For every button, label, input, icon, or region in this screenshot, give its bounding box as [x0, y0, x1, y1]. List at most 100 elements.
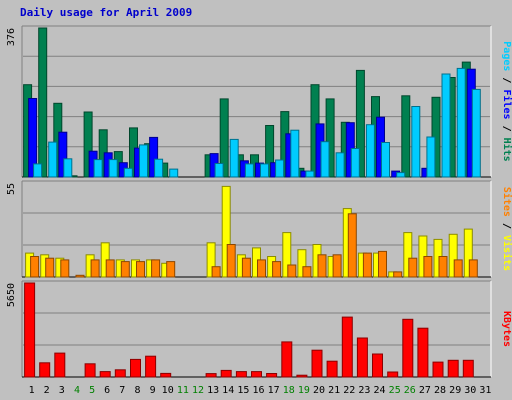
- bar-pages-day-8: [139, 144, 148, 178]
- bar-hits-day-5: [83, 111, 93, 178]
- bar-hits-day-21: [325, 98, 335, 178]
- bar-sites-day-20: [317, 254, 327, 278]
- bar-pages-day-15: [244, 163, 254, 178]
- bar-kbytes-day-26: [402, 318, 414, 378]
- bar-kbytes-day-25: [387, 371, 399, 378]
- x-tick-label: 20: [313, 385, 325, 396]
- bar-kbytes-day-29: [447, 359, 459, 378]
- bar-kbytes-day-5: [84, 363, 96, 378]
- bar-sites-day-7: [120, 261, 130, 278]
- bar-sites-day-27: [423, 256, 433, 278]
- x-tick-label: 1: [29, 385, 35, 396]
- x-tick-label: 25: [389, 385, 401, 396]
- bar-kbytes-day-3: [54, 352, 66, 378]
- x-tick-label: 8: [134, 385, 140, 396]
- bar-sites-day-24: [378, 250, 387, 278]
- bar-kbytes-day-6: [99, 371, 111, 378]
- bar-sites-day-10: [166, 261, 176, 278]
- bar-pages-day-19: [305, 170, 315, 178]
- bar-hits-day-26: [401, 95, 411, 178]
- x-tick-label: 17: [268, 385, 280, 396]
- bar-pages-day-9: [154, 158, 164, 178]
- x-tick-label: 16: [252, 385, 264, 396]
- bar-pages-day-20: [320, 141, 330, 178]
- bar-visits-day-14: [221, 185, 231, 278]
- bar-pages-day-3: [63, 158, 73, 178]
- bar-sites-day-18: [287, 264, 297, 278]
- bar-pages-day-18: [290, 129, 300, 178]
- x-tick-label: 5: [89, 385, 95, 396]
- panel-kbytes: 5650 KBytes: [6, 280, 512, 378]
- bar-pages-day-29: [456, 67, 466, 178]
- bar-sites-day-15: [241, 257, 251, 278]
- bar-pages-day-17: [275, 159, 285, 178]
- bar-sites-day-2: [45, 257, 55, 278]
- x-tick-label: 19: [298, 385, 310, 396]
- bar-kbytes-day-17: [266, 373, 278, 378]
- x-tick-label: 31: [479, 385, 491, 396]
- panel-hits-files-pages: 376 Pages / Files / Hits: [6, 25, 512, 178]
- bar-visits-day-18: [282, 232, 292, 278]
- bar-kbytes-day-9: [145, 355, 157, 378]
- bar-pages-day-5: [93, 159, 103, 178]
- bar-kbytes-day-30: [462, 359, 474, 378]
- side-label-kbytes: KBytes: [501, 311, 512, 347]
- y-max-label: 55: [6, 183, 17, 195]
- bar-sites-day-13: [211, 266, 221, 278]
- bar-sites-day-29: [453, 259, 463, 278]
- bar-pages-day-6: [108, 159, 118, 178]
- bar-kbytes-day-20: [311, 349, 323, 378]
- bar-pages-day-13: [214, 163, 224, 178]
- bar-pages-day-24: [381, 142, 390, 178]
- bar-kbytes-day-16: [251, 371, 262, 378]
- side-label-hits-files-pages: Pages / Files / Hits: [501, 41, 512, 161]
- x-tick-label: 14: [222, 385, 234, 396]
- bar-visits-day-13: [206, 242, 216, 278]
- x-tick-label: 29: [449, 385, 461, 396]
- bar-visits-day-26: [403, 232, 413, 278]
- y-max-label: 376: [6, 28, 17, 46]
- x-tick-label: 23: [358, 385, 370, 396]
- bar-kbytes-day-22: [341, 316, 353, 378]
- bar-sites-day-28: [438, 256, 448, 278]
- bar-sites-day-3: [60, 259, 70, 278]
- bar-kbytes-day-21: [326, 360, 338, 378]
- bar-visits-day-30: [463, 228, 473, 278]
- x-tick-label: 30: [464, 385, 476, 396]
- bar-pages-day-14: [229, 138, 239, 178]
- bar-sites-day-22: [347, 213, 357, 278]
- bar-sites-day-30: [468, 259, 478, 278]
- bar-kbytes-day-18: [281, 341, 293, 378]
- bar-pages-day-22: [350, 148, 360, 178]
- bar-files-day-3: [58, 131, 68, 178]
- bar-sites-day-14: [226, 244, 236, 278]
- bar-sites-day-23: [362, 252, 372, 278]
- x-tick-label: 24: [373, 385, 385, 396]
- x-tick-label: 15: [237, 385, 249, 396]
- bar-sites-day-8: [136, 261, 145, 278]
- bar-pages-day-21: [335, 152, 345, 178]
- bar-sites-day-25: [393, 271, 403, 278]
- bar-pages-day-30: [471, 88, 481, 178]
- bar-pages-day-23: [365, 124, 375, 178]
- x-tick-label: 6: [104, 385, 110, 396]
- bar-pages-day-16: [260, 163, 269, 178]
- bar-sites-day-6: [105, 259, 115, 278]
- bar-sites-day-5: [90, 259, 100, 278]
- bar-pages-day-10: [169, 168, 179, 178]
- bar-pages-day-1: [33, 163, 43, 178]
- bar-files-day-9: [149, 136, 159, 178]
- x-tick-label: 9: [150, 385, 156, 396]
- x-tick-label: 2: [44, 385, 50, 396]
- bar-hits-day-14: [219, 98, 229, 178]
- x-tick-label: 13: [207, 385, 219, 396]
- bar-kbytes-day-14: [220, 369, 232, 378]
- bar-kbytes-day-7: [114, 369, 126, 378]
- bar-kbytes-day-28: [432, 361, 444, 378]
- bar-sites-day-4: [75, 274, 85, 278]
- x-tick-label: 26: [404, 385, 416, 396]
- bar-visits-day-29: [448, 233, 458, 278]
- panel-visits-sites: 55 Sites / Visits: [6, 180, 512, 278]
- bar-kbytes-day-23: [356, 337, 368, 378]
- bar-pages-day-28: [441, 73, 451, 178]
